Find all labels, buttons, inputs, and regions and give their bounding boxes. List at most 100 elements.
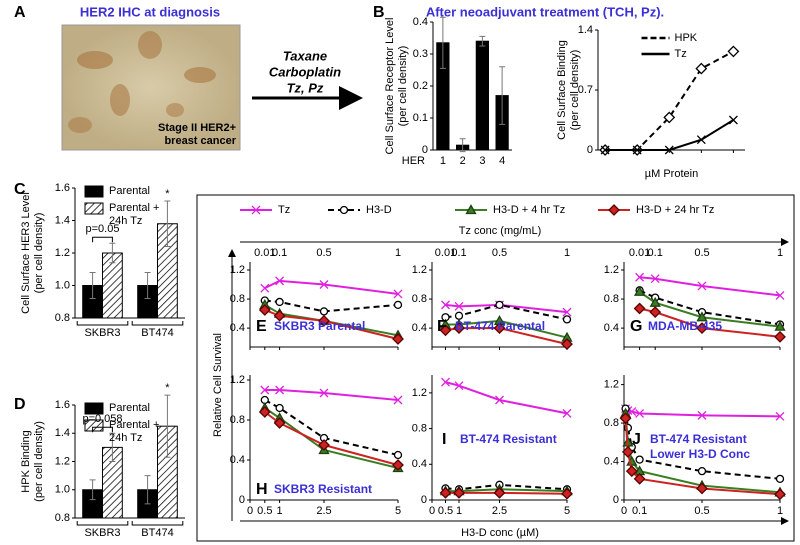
series-line — [445, 319, 568, 339]
y-tick-label: 0.8 — [230, 414, 245, 426]
x-tick-label: 1 — [777, 505, 783, 517]
marker — [273, 309, 286, 322]
y-tick-label: 1.2 — [55, 247, 70, 259]
top-tick-label: 1 — [564, 247, 570, 259]
legend-label: H3-D + 4 hr Tz — [493, 204, 565, 216]
x-tick-label: 5 — [564, 505, 570, 517]
y-tick-label: 0.8 — [55, 312, 70, 324]
marker — [663, 111, 676, 124]
marker — [635, 272, 645, 282]
series-line — [445, 303, 568, 321]
series-line — [445, 483, 568, 491]
y-tick-label: 0.4 — [604, 455, 619, 467]
top-tick-label: 0.1 — [451, 247, 466, 259]
marker — [649, 306, 662, 319]
x-tick-label: 1 — [277, 505, 283, 517]
panel-letter: J — [632, 431, 641, 448]
marker — [275, 385, 285, 395]
x-tick-label: 0 — [247, 505, 253, 517]
y-axis-label: (per cell density) — [33, 213, 45, 294]
x-tick-label: 2.5 — [492, 505, 507, 517]
marker — [258, 304, 271, 316]
marker — [319, 307, 329, 316]
x-tick-label: BT474 — [141, 527, 173, 539]
axis-title: Tz conc (mg/mL) — [459, 225, 542, 237]
marker — [393, 289, 403, 299]
treatment-label: Tz, Pz — [287, 80, 324, 95]
y-tick-label: 0.7 — [578, 84, 593, 96]
top-tick-label: 0.5 — [316, 247, 331, 259]
legend-marker — [465, 204, 477, 215]
y-tick-label: 0.4 — [604, 322, 619, 334]
marker — [696, 311, 708, 322]
series-line — [264, 299, 399, 313]
y-axis-label: Cell Surface Receptor Level — [384, 18, 396, 155]
marker — [441, 300, 450, 310]
panel-letter: F — [437, 318, 447, 335]
error-bar — [164, 394, 171, 458]
marker — [392, 333, 404, 345]
marker — [664, 145, 674, 155]
marker — [697, 281, 707, 291]
series-line — [639, 289, 781, 326]
x-tick-label: 0 — [429, 505, 435, 517]
marker — [650, 274, 660, 284]
marker — [695, 62, 708, 75]
error-bar — [144, 272, 151, 299]
y-axis-label: (per cell density) — [569, 50, 581, 131]
marker — [393, 395, 403, 405]
x-tick-label: 0 — [621, 505, 627, 517]
marker — [697, 467, 707, 476]
error-bar — [109, 242, 116, 264]
treatment-label: Carboplatin — [269, 64, 341, 79]
y-axis-label: HPK Binding — [20, 430, 32, 492]
x-tick-label: 3 — [479, 155, 485, 167]
y-axis-label: Cell Surface HER3 Level — [20, 192, 32, 314]
panel-title: MDA-MB-435 — [648, 319, 723, 333]
panel-letter: H — [256, 481, 268, 498]
marker — [600, 145, 610, 155]
marker — [774, 330, 786, 343]
marker — [633, 285, 646, 296]
x-tick-label: 0.5 — [257, 505, 272, 517]
panel-label: B — [373, 4, 385, 21]
y-tick-label: 1.2 — [412, 264, 427, 276]
marker — [625, 465, 638, 478]
marker — [393, 300, 403, 310]
marker — [260, 385, 270, 395]
legend-label: Parental + 24h Tz — [109, 419, 160, 444]
y-tick-label: 0.8 — [604, 417, 619, 429]
marker — [649, 296, 661, 307]
x-tick-label: SKBR3 — [84, 327, 120, 339]
x-tick-label: 1 — [456, 505, 462, 517]
panel-title: BT-474 Resistant — [460, 432, 557, 446]
series-line — [445, 381, 568, 415]
marker — [319, 280, 329, 289]
category-bracket — [76, 321, 129, 326]
panel-letter: I — [442, 431, 446, 448]
bar — [475, 40, 489, 151]
error-bar — [144, 475, 151, 505]
marker — [318, 439, 330, 451]
y-tick-label: 1.2 — [604, 379, 619, 391]
treatment-label: Taxane — [283, 48, 327, 63]
legend-marker — [251, 205, 261, 215]
marker — [260, 283, 270, 293]
marker — [454, 301, 464, 311]
x-tick-label: 0.5 — [438, 505, 453, 517]
panel-label: C — [14, 181, 26, 198]
marker — [392, 459, 404, 471]
top-tick-label: 0.5 — [492, 247, 507, 259]
marker — [258, 406, 271, 418]
marker — [774, 320, 786, 331]
marker — [453, 486, 465, 499]
panel-title: SKBR3 Parental — [274, 319, 366, 333]
legend-label: Parental — [109, 185, 150, 197]
x-axis-label: µM Protein — [645, 168, 698, 180]
x-tick-label: 0.5 — [694, 505, 709, 517]
x-tick-label: 0.1 — [632, 505, 647, 517]
error-bar — [459, 138, 466, 153]
marker — [495, 395, 504, 405]
x-axis-label: HER — [402, 155, 425, 167]
